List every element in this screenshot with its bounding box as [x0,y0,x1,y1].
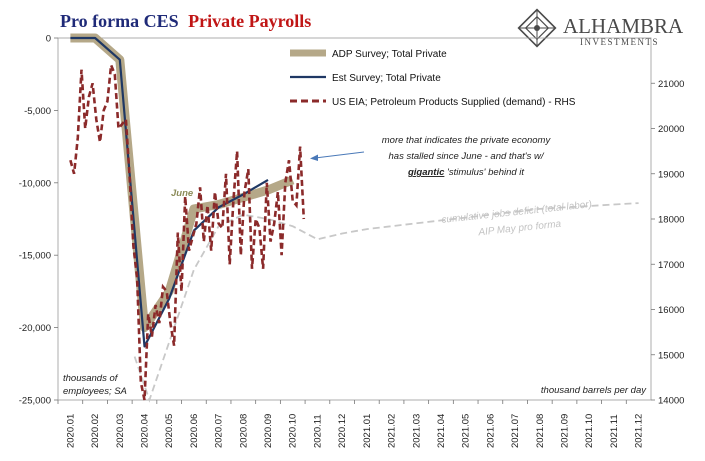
title-part1: Pro forma CES [60,11,179,31]
series-line-solid [70,36,269,348]
x-axis-tick-label: 2021.12 [634,414,645,448]
series-line-dashed-gray [133,202,639,403]
right-axis-tick-label: 19000 [658,169,684,180]
left-axis-tick-label: -25,000 [19,396,51,407]
x-axis-tick-label: 2020.06 [189,414,200,448]
commentary-line3: gigantic 'stimulus' behind it [407,167,524,178]
left-axis-note-line2: employees; SA [63,386,127,397]
annotation-arrow [314,151,365,159]
right-axis: 14000 15000 16000 17000 18000 19000 20000 21000 [651,79,684,407]
right-axis-tick-label: 16000 [658,305,684,316]
x-axis-tick-label: 2021.05 [461,414,472,448]
series-line-dashed [69,64,306,401]
x-axis-tick-label: 2021.01 [362,414,373,448]
x-axis-tick-label: 2021.06 [485,414,496,448]
commentary-tail: 'stimulus' behind it [444,167,524,178]
right-axis-tick-label: 21000 [658,79,684,90]
right-axis-tick-label: 17000 [658,260,684,271]
right-axis-note: thousand barrels per day [541,385,647,396]
x-axis-tick-label: 2020.04 [139,414,150,448]
x-axis-tick-label: 2020.11 [312,414,323,448]
x-axis-tick-label: 2020.01 [65,414,76,448]
x-axis-tick-label: 2020.07 [214,414,225,448]
x-axis-tick-label: 2021.09 [560,414,571,448]
left-axis-tick-label: 0 [46,34,51,45]
right-axis-tick-label: 15000 [658,350,684,361]
title-part2: Private Payrolls [188,11,311,31]
x-axis-tick-label: 2021.08 [535,414,546,448]
alhambra-diamond-logo-icon [517,8,557,48]
x-axis-tick-label: 2021.10 [584,414,595,448]
commentary-line2: has stalled since June - and that's w/ [389,151,545,162]
legend-label-est: Est Survey; Total Private [332,73,441,84]
commentary-line1: more that indicates the private economy [382,135,552,146]
x-axis-tick-label: 2020.03 [115,414,126,448]
x-axis-tick-label: 2020.05 [164,414,175,448]
commentary-bold: gigantic [407,167,445,178]
legend-label-adp: ADP Survey; Total Private [332,49,447,60]
x-axis-tick-label: 2021.04 [436,414,447,448]
x-axis-tick-label: 2021.07 [510,414,521,448]
legend-label-eia: US EIA; Petroleum Products Supplied (dem… [332,97,576,108]
right-axis-tick-label: 18000 [658,215,684,226]
brand-name: ALHAMBRA [563,14,684,38]
june-label: June [171,188,194,199]
deficit-label-2: AIP May pro forma [477,219,562,239]
x-axis-tick-label: 2021.02 [387,414,398,448]
left-axis-tick-label: -20,000 [19,323,51,334]
x-axis: 2020.01 2020.02 2020.03 2020.04 2020.05 2020.… [57,400,645,448]
chart-title: Pro forma CES Private Payrolls [60,11,311,31]
x-axis-tick-label: 2020.12 [337,414,348,448]
x-axis-tick-label: 2020.08 [238,414,249,448]
x-axis-tick-label: 2021.11 [609,414,620,448]
brand-sub: INVESTMENTS [580,37,659,47]
x-axis-tick-label: 2020.10 [288,414,299,448]
legend: ADP Survey; Total Private Est Survey; To… [290,49,576,108]
right-axis-tick-label: 20000 [658,124,684,135]
left-axis-tick-label: -5,000 [24,106,51,117]
left-axis-tick-label: -15,000 [19,251,51,262]
deficit-label-1: cumulative jobs deficit (total labor) [441,199,593,226]
left-axis-tick-label: -10,000 [19,178,51,189]
alhambra-logo: ALHAMBRA INVESTMENTS [517,8,684,48]
annotation-arrowhead [310,154,318,161]
x-axis-tick-label: 2020.02 [90,414,101,448]
x-axis-tick-label: 2021.03 [411,414,422,448]
left-axis-note-line1: thousands of [63,373,119,384]
right-axis-tick-label: 14000 [658,396,684,407]
left-axis: 0 -5,000 -10,000 -15,000 -20,000 -25,000 [19,34,58,407]
commentary: more that indicates the private economy … [310,135,551,178]
deficit-labels: cumulative jobs deficit (total labor) AI… [441,199,593,238]
x-axis-tick-label: 2020.09 [263,414,274,448]
series-layer [69,33,639,403]
